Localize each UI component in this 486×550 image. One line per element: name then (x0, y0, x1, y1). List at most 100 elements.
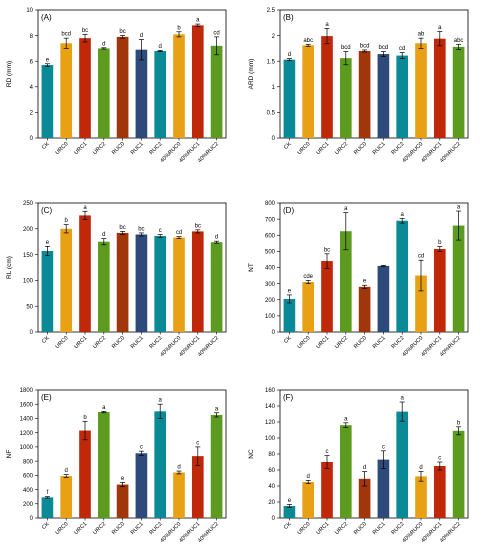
panel-label: (E) (41, 393, 52, 402)
bar (79, 215, 91, 332)
bar (433, 38, 446, 139)
bar (60, 228, 73, 332)
y-axis-label: RD (mm) (6, 61, 13, 87)
x-tick-label: URC2 (92, 335, 107, 350)
panel-label: (C) (41, 206, 52, 215)
x-tick-label: URC2 (334, 521, 349, 536)
x-tick-label: RUC0 (111, 335, 126, 350)
significance-letter: a (159, 398, 163, 404)
bar (116, 36, 129, 138)
y-axis-label: NF (6, 450, 13, 459)
chart-panel-5: (F) 0 20 40 60 80 100 120 140 160 NC e CK d URC0 c URC1 a… (248, 388, 469, 544)
x-tick-label: RUC1 (130, 335, 145, 350)
significance-letter: a (457, 205, 461, 211)
significance-letter: b (177, 25, 181, 31)
significance-letter: d (159, 44, 162, 50)
y-tick-label: 8 (30, 34, 34, 40)
bar (396, 411, 409, 518)
bar (116, 232, 129, 332)
x-tick-label: RUC2 (391, 335, 406, 350)
bar (377, 54, 390, 139)
bar (173, 237, 185, 332)
y-axis-label: NC (248, 449, 255, 459)
bar (173, 34, 185, 138)
x-tick-label: URC0 (297, 141, 312, 156)
bar (173, 472, 185, 518)
y-tick-label: 150 (23, 253, 34, 259)
significance-letter: cd (399, 46, 405, 52)
significance-letter: a (438, 25, 442, 31)
x-tick-label: 40%RUC2 (439, 521, 462, 544)
significance-letter: bc (119, 29, 125, 35)
x-tick-label: 40%RUC2 (439, 141, 462, 164)
significance-letter: b (83, 415, 87, 421)
bar (41, 65, 54, 138)
y-tick-label: 400 (265, 266, 276, 272)
significance-letter: e (288, 498, 292, 504)
x-tick-label: RUC1 (372, 335, 387, 350)
x-tick-label: URC1 (73, 141, 88, 156)
bar (97, 48, 110, 138)
y-tick-label: 1600 (20, 402, 34, 408)
significance-letter: a (401, 212, 405, 218)
bar (41, 497, 54, 518)
plot-frame (37, 9, 227, 139)
bar (415, 43, 427, 138)
significance-letter: bcd (61, 32, 71, 38)
bar (154, 50, 167, 138)
significance-letter: bc (195, 223, 201, 229)
y-tick-label: 1 (272, 85, 276, 91)
bar (79, 38, 91, 138)
bar (283, 298, 296, 332)
bar (154, 411, 167, 518)
bar (41, 250, 54, 332)
significance-letter: a (215, 406, 219, 412)
x-tick-label: 40%RUC2 (197, 521, 220, 544)
y-tick-label: 0 (272, 330, 276, 336)
significance-letter: bc (82, 28, 88, 34)
bar (321, 261, 333, 332)
y-tick-label: 600 (265, 233, 276, 239)
bar (415, 275, 427, 332)
y-tick-label: 0 (30, 516, 34, 522)
significance-letter: d (363, 465, 366, 471)
bar (60, 476, 73, 518)
x-tick-label: RUC2 (149, 335, 164, 350)
y-tick-label: 120 (265, 420, 276, 426)
bar (135, 453, 148, 518)
y-tick-label: 200 (265, 298, 276, 304)
x-tick-label: URC0 (55, 335, 70, 350)
y-tick-label: 250 (23, 201, 34, 207)
plot-frame (279, 9, 469, 139)
significance-letter: a (401, 396, 405, 402)
significance-letter: ab (418, 32, 425, 38)
x-tick-label: RUC2 (391, 521, 406, 536)
x-tick-label: CK (283, 141, 293, 151)
y-tick-label: 2 (30, 111, 34, 117)
y-tick-label: 700 (265, 217, 276, 223)
chart-panel-2: (C) 0 50 100 150 200 250 RL (cm) e CK b URC0 a URC1 d U… (6, 201, 227, 358)
significance-letter: a (325, 22, 329, 28)
bar (377, 265, 390, 332)
bar (358, 478, 371, 518)
y-tick-label: 100 (265, 314, 276, 320)
y-tick-label: 0 (272, 516, 276, 522)
y-tick-label: 0 (272, 136, 276, 142)
x-tick-label: RUC0 (353, 141, 368, 156)
bar (116, 484, 129, 518)
bar (210, 242, 223, 332)
significance-letter: e (121, 476, 125, 482)
x-tick-label: RUC0 (111, 141, 126, 156)
x-tick-label: URC2 (92, 141, 107, 156)
x-tick-label: RUC0 (111, 521, 126, 536)
bar (97, 412, 110, 518)
x-tick-label: RUC2 (391, 141, 406, 156)
chart-panel-4: (E) 0 200 400 600 800 1000 1200 1400 1600 1800 NF f C… (6, 388, 227, 544)
x-tick-label: URC2 (334, 335, 349, 350)
x-tick-label: RUC0 (353, 521, 368, 536)
x-tick-label: URC0 (297, 521, 312, 536)
significance-letter: cde (303, 274, 313, 280)
y-tick-label: 140 (265, 404, 276, 410)
significance-letter: c (326, 449, 329, 455)
y-tick-label: 6 (30, 59, 34, 65)
